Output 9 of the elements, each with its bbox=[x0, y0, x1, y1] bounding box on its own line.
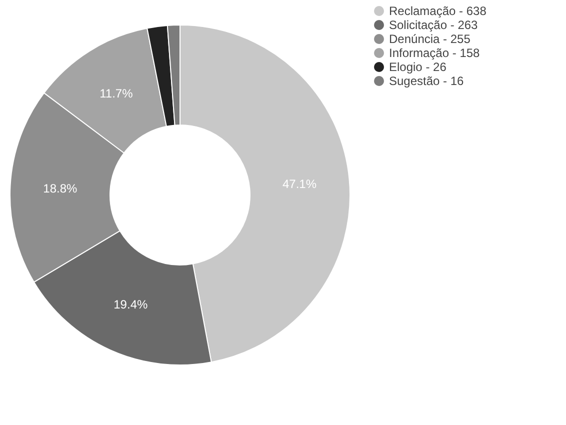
legend-label: Elogio - 26 bbox=[389, 60, 447, 74]
data-label: 11.7% bbox=[100, 86, 134, 100]
data-label: 18.8% bbox=[43, 182, 78, 196]
legend-label: Informação - 158 bbox=[389, 46, 480, 60]
data-label: 19.4% bbox=[114, 297, 148, 312]
legend-label: Denúncia - 255 bbox=[389, 32, 471, 46]
legend-label: Sugestão - 16 bbox=[389, 74, 464, 88]
legend-label: Reclamação - 638 bbox=[389, 4, 487, 18]
legend-label: Solicitação - 263 bbox=[389, 18, 478, 32]
